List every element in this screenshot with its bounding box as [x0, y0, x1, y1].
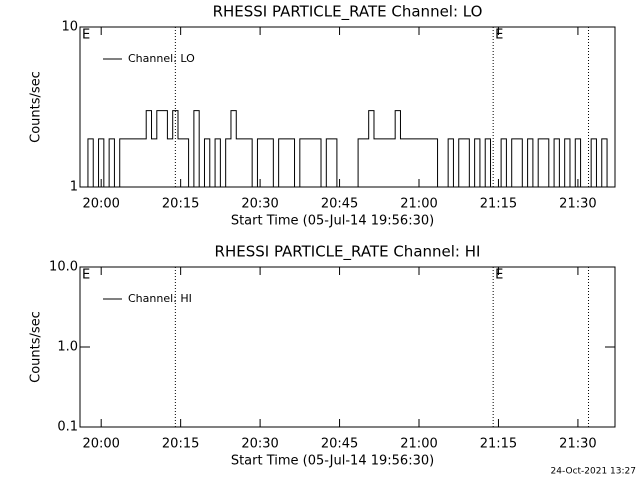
chart-title: RHESSI PARTICLE_RATE Channel: HI [215, 243, 481, 262]
y-tick-label: 10 [61, 20, 78, 35]
y-axis-label: Counts/sec [29, 71, 44, 143]
x-tick-label: 20:15 [162, 197, 199, 212]
x-tick-label: 21:15 [480, 197, 517, 212]
x-tick-label: 20:00 [82, 437, 119, 452]
x-tick-label: 21:15 [480, 437, 517, 452]
annotation: E [495, 268, 503, 283]
y-tick-label: 1 [70, 180, 78, 195]
data-line [82, 110, 613, 188]
x-tick-label: 20:30 [241, 437, 278, 452]
x-tick-label: 20:45 [321, 437, 358, 452]
x-axis-label: Start Time (05-Jul-14 19:56:30) [231, 454, 434, 469]
y-axis-label: Counts/sec [29, 311, 44, 383]
annotation: E [82, 28, 90, 43]
x-tick-label: 20:00 [82, 197, 119, 212]
x-tick-label: 21:00 [400, 437, 437, 452]
x-tick-label: 20:15 [162, 437, 199, 452]
legend-label: Channel: LO [128, 52, 195, 65]
x-tick-label: 20:45 [321, 197, 358, 212]
chart-title: RHESSI PARTICLE_RATE Channel: LO [213, 3, 483, 22]
x-tick-label: 21:30 [559, 437, 596, 452]
x-axis-label: Start Time (05-Jul-14 19:56:30) [231, 214, 434, 229]
x-tick-label: 20:30 [241, 197, 278, 212]
x-tick-label: 21:30 [559, 197, 596, 212]
footer: 24-Oct-2021 13:27 [551, 467, 636, 477]
annotation: E [495, 28, 503, 43]
y-tick-label: 0.1 [57, 420, 78, 435]
y-tick-label: 1.0 [57, 340, 78, 355]
x-tick-label: 21:00 [400, 197, 437, 212]
annotation: E [82, 268, 90, 283]
legend-label: Channel: HI [128, 292, 192, 305]
y-tick-label: 10.0 [49, 260, 78, 275]
